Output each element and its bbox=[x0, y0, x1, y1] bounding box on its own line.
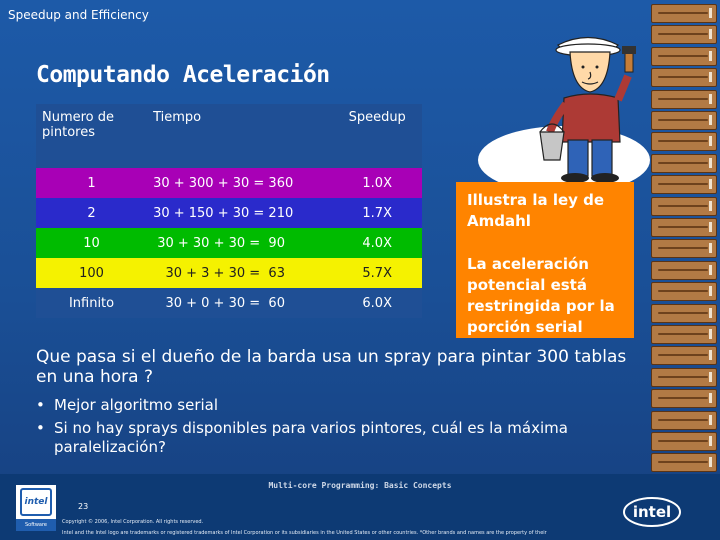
fence-plank-icon bbox=[651, 432, 717, 451]
callout-serial-text: La aceleración potencial está restringid… bbox=[467, 255, 615, 336]
bullet-icon: • bbox=[36, 419, 45, 437]
bullet-text: Mejor algoritmo serial bbox=[54, 396, 219, 414]
header-text: Speedup and Efficiency bbox=[8, 8, 149, 22]
fence-plank-icon bbox=[651, 196, 717, 216]
time-cell: 30 + 150 + 30 = 210 bbox=[153, 205, 294, 221]
painters-cell: 100 bbox=[79, 265, 104, 281]
painters-cell: Infinito bbox=[68, 295, 115, 311]
copyright-text: Copyright © 2006, Intel Corporation. All… bbox=[62, 519, 204, 525]
fence-plank-icon bbox=[651, 89, 717, 109]
fence-plank-icon bbox=[651, 410, 717, 430]
page-number: 23 bbox=[78, 502, 89, 511]
speedup-cell: 6.0X bbox=[362, 295, 392, 311]
amdahl-callout: Illustra la ley de Amdahl La aceleración… bbox=[456, 182, 634, 338]
badge-label: Software bbox=[16, 519, 56, 531]
fence-plank-icon bbox=[651, 282, 717, 302]
fence-plank-icon bbox=[651, 25, 717, 45]
intel-logo-text: intel bbox=[633, 503, 671, 521]
speedup-cell: 1.0X bbox=[362, 175, 392, 191]
table-row: Infinito 30 + 0 + 30 = 60 6.0X bbox=[36, 288, 422, 318]
fence-plank-icon bbox=[651, 175, 717, 195]
fence-plank-icon bbox=[651, 46, 717, 66]
time-cell: 30 + 3 + 30 = 63 bbox=[153, 265, 285, 281]
fence-plank-icon bbox=[651, 4, 717, 23]
bullet-icon: • bbox=[36, 396, 45, 414]
fence-plank-icon bbox=[651, 153, 717, 173]
time-cell: 30 + 300 + 30 = 360 bbox=[153, 175, 294, 191]
fence-plank-icon bbox=[651, 68, 717, 88]
fence-plank-icon bbox=[651, 325, 717, 344]
intel-badge-logo: intel bbox=[20, 488, 52, 516]
fence-plank-icon bbox=[651, 218, 717, 237]
table-row: 1 30 + 300 + 30 = 360 1.0X bbox=[36, 168, 422, 198]
speedup-table: Numero de pintores Tiempo Speedup 1 30 +… bbox=[36, 104, 422, 318]
table-row: 100 30 + 3 + 30 = 63 5.7X bbox=[36, 258, 422, 288]
slide-title: Computando Aceleración bbox=[36, 62, 330, 88]
fence-plank-icon bbox=[651, 132, 717, 152]
column-header-time: Tiempo bbox=[153, 110, 202, 125]
time-cell: 30 + 30 + 30 = 90 bbox=[153, 235, 285, 251]
painters-cell: 2 bbox=[87, 205, 96, 221]
fence-plank-icon bbox=[651, 260, 717, 280]
intel-software-badge: intel Software bbox=[15, 484, 57, 532]
bullet-text: Si no hay sprays disponibles para varios… bbox=[54, 419, 568, 456]
column-header-painters: Numero de pintores bbox=[42, 110, 115, 140]
footer-title: Multi-core Programming: Basic Concepts bbox=[268, 481, 452, 490]
speedup-cell: 4.0X bbox=[362, 235, 392, 251]
speedup-cell: 1.7X bbox=[362, 205, 392, 221]
list-item: • Si no hay sprays disponibles para vari… bbox=[36, 419, 636, 457]
footer: intel Software Multi-core Programming: B… bbox=[0, 474, 720, 540]
callout-amdahl-text: Illustra la ley de Amdahl bbox=[467, 191, 605, 230]
painter-illustration-icon bbox=[478, 36, 650, 194]
table-row: 10 30 + 30 + 30 = 90 4.0X bbox=[36, 228, 422, 258]
column-header-speedup: Speedup bbox=[348, 110, 406, 125]
fence-plank-icon bbox=[651, 111, 717, 130]
fence-plank-icon bbox=[651, 389, 717, 409]
painters-cell: 10 bbox=[83, 235, 100, 251]
bullet-list: • Mejor algoritmo serial • Si no hay spr… bbox=[36, 396, 636, 461]
wooden-fence-icon bbox=[645, 0, 720, 540]
table-row: 2 30 + 150 + 30 = 210 1.7X bbox=[36, 198, 422, 228]
question-text: Que pasa si el dueño de la barda usa un … bbox=[36, 347, 627, 387]
speedup-cell: 5.7X bbox=[362, 265, 392, 281]
painters-cell: 1 bbox=[87, 175, 96, 191]
fence-plank-icon bbox=[651, 453, 717, 473]
intel-logo-icon: intel bbox=[623, 497, 681, 527]
fence-plank-icon bbox=[651, 239, 717, 259]
fence-plank-icon bbox=[651, 346, 717, 366]
fence-plank-icon bbox=[651, 303, 717, 323]
fence-plank-icon bbox=[651, 367, 717, 387]
list-item: • Mejor algoritmo serial bbox=[36, 396, 636, 415]
table-header-row: Numero de pintores Tiempo Speedup bbox=[36, 104, 422, 168]
trademark-text: Intel and the Intel logo are trademarks … bbox=[62, 530, 547, 536]
time-cell: 30 + 0 + 30 = 60 bbox=[153, 295, 285, 311]
